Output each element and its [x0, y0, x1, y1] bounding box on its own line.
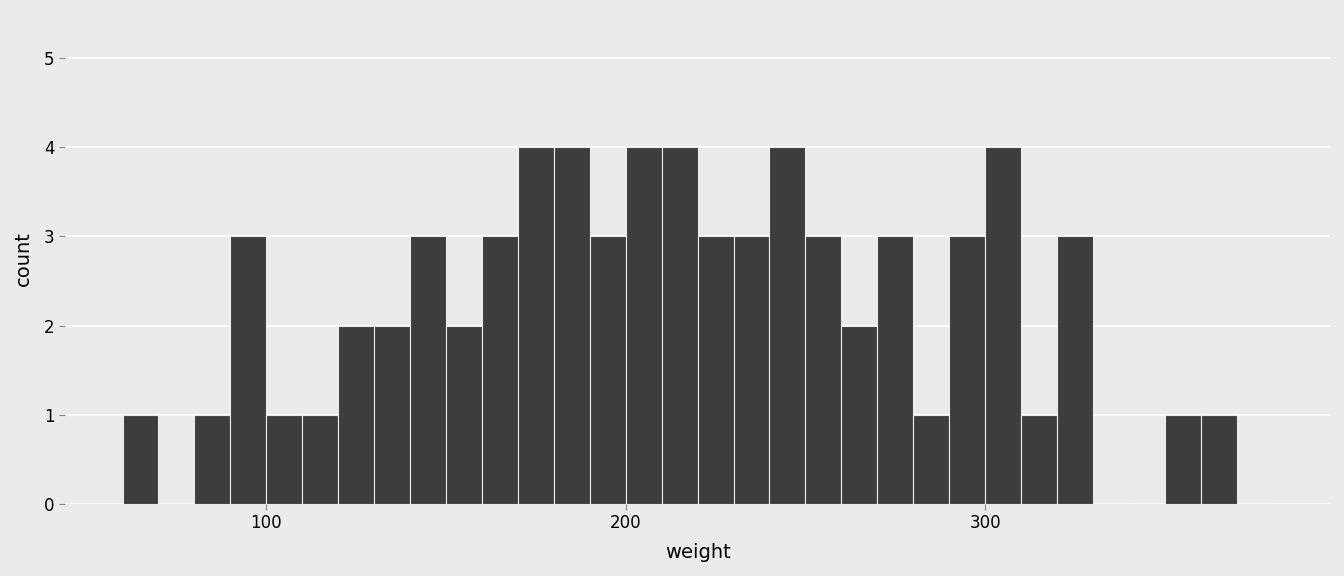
Bar — [698, 237, 734, 503]
Bar — [410, 237, 446, 503]
X-axis label: weight: weight — [665, 543, 730, 562]
Bar — [446, 325, 482, 503]
Bar — [626, 147, 661, 503]
Bar — [482, 237, 517, 503]
Bar — [554, 147, 590, 503]
Bar — [770, 147, 805, 503]
Bar — [985, 147, 1021, 503]
Bar — [878, 237, 913, 503]
Bar — [805, 237, 841, 503]
Bar — [734, 237, 770, 503]
Bar — [266, 415, 302, 503]
Bar — [1021, 415, 1056, 503]
Bar — [1200, 415, 1236, 503]
Bar — [339, 325, 374, 503]
Bar — [913, 415, 949, 503]
Bar — [590, 237, 626, 503]
Bar — [661, 147, 698, 503]
Bar — [122, 415, 159, 503]
Bar — [195, 415, 230, 503]
Y-axis label: count: count — [13, 232, 32, 286]
Bar — [1056, 237, 1093, 503]
Bar — [1165, 415, 1200, 503]
Bar — [841, 325, 878, 503]
Bar — [230, 237, 266, 503]
Bar — [374, 325, 410, 503]
Bar — [517, 147, 554, 503]
Bar — [302, 415, 339, 503]
Bar — [949, 237, 985, 503]
